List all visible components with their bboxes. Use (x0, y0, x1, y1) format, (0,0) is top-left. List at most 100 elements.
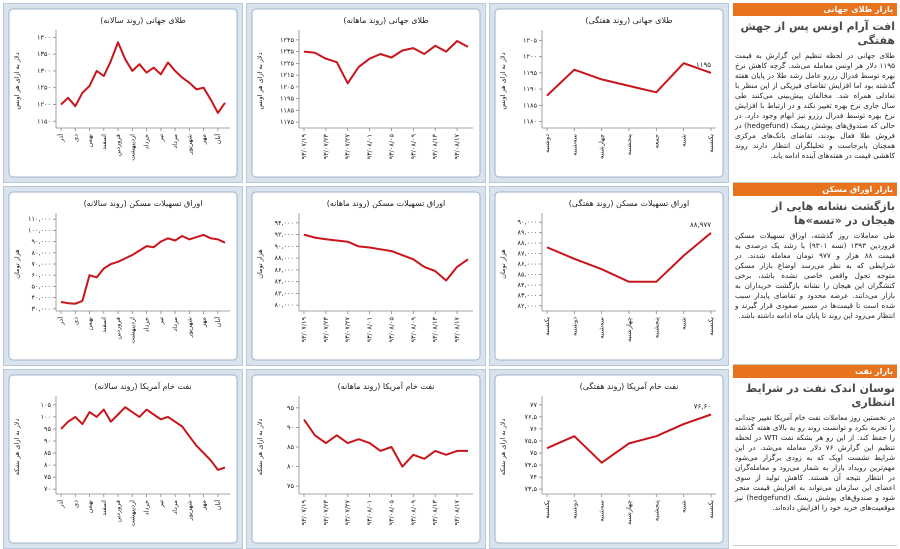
x-tick-label: اردیبهشت (128, 134, 136, 161)
y-tick-label: ۱۲۰۵ (280, 83, 294, 91)
y-tick-label: ۱۲۱۵ (280, 71, 294, 79)
x-tick-label: مرداد (171, 134, 179, 149)
x-tick-label: ۹۳/۰۸/۰۹ (409, 133, 417, 159)
x-tick-label: ۹۳/۰۸/۰۱ (366, 134, 374, 159)
chart: اوراق تسهیلات مسکن (روند سالانه) هزار توم… (8, 191, 238, 361)
x-tick-label: مرداد (171, 500, 179, 515)
x-tick-label: ۹۳/۰۷/۲۷ (344, 133, 352, 159)
chart-title: اوراق تسهیلات مسکن (روند هفتگی) (569, 198, 689, 208)
x-tick-label: تیر (157, 500, 165, 509)
x-tick-label: دی (71, 134, 79, 142)
x-tick-label: خرداد (143, 500, 151, 515)
x-tick-label: شنبه (680, 134, 688, 147)
x-tick-label: خرداد (143, 317, 151, 332)
y-tick-label: ۳۰,۰۰۰ (31, 305, 51, 313)
y-tick-label: ۸۰,۰۰۰ (274, 301, 294, 309)
data-line (303, 233, 469, 282)
x-tick-label: دوشنبه (570, 500, 578, 519)
y-axis-label: هزار تومان (13, 249, 21, 279)
x-tick-label: ۹۳/۰۷/۱۹ (300, 499, 308, 525)
x-tick-label: ۹۳/۰۸/۰۹ (409, 316, 417, 342)
chart-frame (251, 191, 481, 361)
y-tick-label: ۹۰ (287, 423, 294, 431)
headline: نوسان اندک نفت در شرایط انتظاری (745, 382, 895, 409)
y-tick-label: ۸۲,۰۰۰ (517, 302, 537, 310)
y-tick-label: ۱۰۰ (41, 413, 51, 421)
x-tick-label: ۹۳/۰۸/۱۷ (453, 499, 461, 525)
y-tick-label: ۷۰ (44, 485, 51, 493)
chart-frame (251, 8, 481, 178)
chart-panel: نفت خام آمریکا (روند هفتگی) دلار به ازای … (489, 369, 729, 549)
x-tick-label: آذر (56, 316, 65, 326)
article-body: در نخستین روز معاملات نفت خام آمریکا تغی… (735, 413, 895, 512)
chart-title: طلای جهانی (روند ماهانه) (343, 16, 428, 25)
chart-panel: نفت خام آمریکا (روند ماهانه) دلار به ازای… (246, 369, 486, 549)
y-tick-label: ۱۱۸۵ (280, 106, 294, 114)
y-tick-label: ۸۷,۰۰۰ (517, 250, 537, 258)
x-tick-label: تیر (157, 317, 165, 326)
y-tick-label: ۱۲۲۵ (280, 59, 294, 67)
x-tick-label: فروردین (114, 134, 122, 157)
y-tick-label: ۱۳۵۰ (37, 50, 51, 58)
data-line (546, 62, 712, 97)
x-tick-label: مهر (200, 317, 208, 328)
chart-title: طلای جهانی (روند هفتگی) (585, 15, 672, 25)
x-tick-label: یکشنبه (707, 317, 715, 336)
x-tick-label: ۹۳/۰۸/۰۱ (366, 500, 374, 525)
chart-frame (8, 374, 238, 544)
y-tick-label: ۱۱۹۵ (280, 95, 294, 103)
x-tick-label: دی (71, 500, 79, 508)
y-tick-label: ۸۲,۰۰۰ (274, 289, 294, 297)
x-tick-label: اسفند (100, 317, 108, 333)
x-tick-label: ۹۳/۰۸/۰۵ (387, 133, 395, 159)
y-axis-label: دلار به ازای هر اونس (13, 52, 21, 109)
y-tick-label: ۱۱۵۰ (37, 117, 51, 125)
x-tick-label: بهمن (86, 134, 94, 148)
y-tick-label: ۸۵ (287, 443, 294, 451)
y-axis-label: دلار به ازای هر اونس (256, 52, 264, 109)
x-tick-label: اردیبهشت (128, 500, 136, 527)
x-tick-label: شهریور (185, 134, 193, 155)
chart-title: طلای جهانی (روند سالانه) (100, 16, 186, 25)
y-tick-label: ۱۴۰۰ (37, 33, 51, 41)
news-column: بازار طلای جهانی افت آرام اونس پس از جهش … (733, 3, 897, 546)
chart-frame (8, 191, 238, 361)
x-tick-label: چهارشنبه (598, 134, 606, 159)
y-axis-label: هزار تومان (499, 249, 507, 279)
chart-frame (251, 374, 481, 544)
article-body: طی معاملات روز گذشته، اوراق تسهیلات مسکن… (735, 231, 895, 320)
chart-grid: طلای جهانی (روند سالانه) دلار به ازای هر … (3, 3, 729, 549)
chart: طلای جهانی (روند هفتگی) دلار به ازای هر ا… (494, 8, 724, 178)
y-tick-label: ۸۰,۰۰۰ (31, 249, 51, 257)
value-label: ۸۸,۹۷۷ (690, 221, 711, 229)
chart: نفت خام آمریکا (روند سالانه) دلار به ازای… (8, 374, 238, 544)
x-tick-label: آبان (213, 316, 222, 328)
section-label: بازار نفت (733, 365, 897, 378)
x-tick-label: شنبه (680, 500, 688, 513)
data-line (546, 232, 712, 283)
chart: طلای جهانی (روند سالانه) دلار به ازای هر … (8, 8, 238, 178)
data-line (60, 41, 226, 114)
y-tick-label: ۱۲۵۰ (37, 84, 51, 92)
x-tick-label: ۹۳/۰۸/۱۷ (453, 316, 461, 342)
y-axis-label: دلار به ازای هر بشکه (256, 418, 264, 475)
y-tick-label: ۹۵ (287, 404, 294, 412)
x-tick-label: ۹۳/۰۷/۲۳ (322, 316, 330, 342)
chart: اوراق تسهیلات مسکن (روند ماهانه) هزار توم… (251, 191, 481, 361)
y-tick-label: ۸۵ (44, 449, 51, 457)
y-tick-label: ۷۶ (530, 425, 537, 433)
x-tick-label: شهریور (185, 317, 193, 338)
chart-title: اوراق تسهیلات مسکن (روند ماهانه) (327, 199, 446, 208)
x-tick-label: بهمن (86, 317, 94, 331)
chart-title: نفت خام آمریکا (روند هفتگی) (580, 381, 679, 391)
y-tick-label: ۷۶,۵ (524, 413, 537, 421)
y-tick-label: ۹۰,۰۰۰ (517, 218, 537, 226)
chart-title: نفت خام آمریکا (روند ماهانه) (338, 381, 435, 391)
x-tick-label: آبان (213, 499, 222, 511)
x-tick-label: ۹۳/۰۷/۲۳ (322, 499, 330, 525)
x-tick-label: بهمن (86, 500, 94, 514)
x-tick-label: سه‌شنبه (598, 500, 606, 522)
headline: افت آرام اونس پس از جهش هفتگی (740, 20, 895, 47)
y-tick-label: ۸۴,۰۰۰ (517, 281, 537, 289)
y-tick-label: ۸۰ (287, 463, 294, 471)
